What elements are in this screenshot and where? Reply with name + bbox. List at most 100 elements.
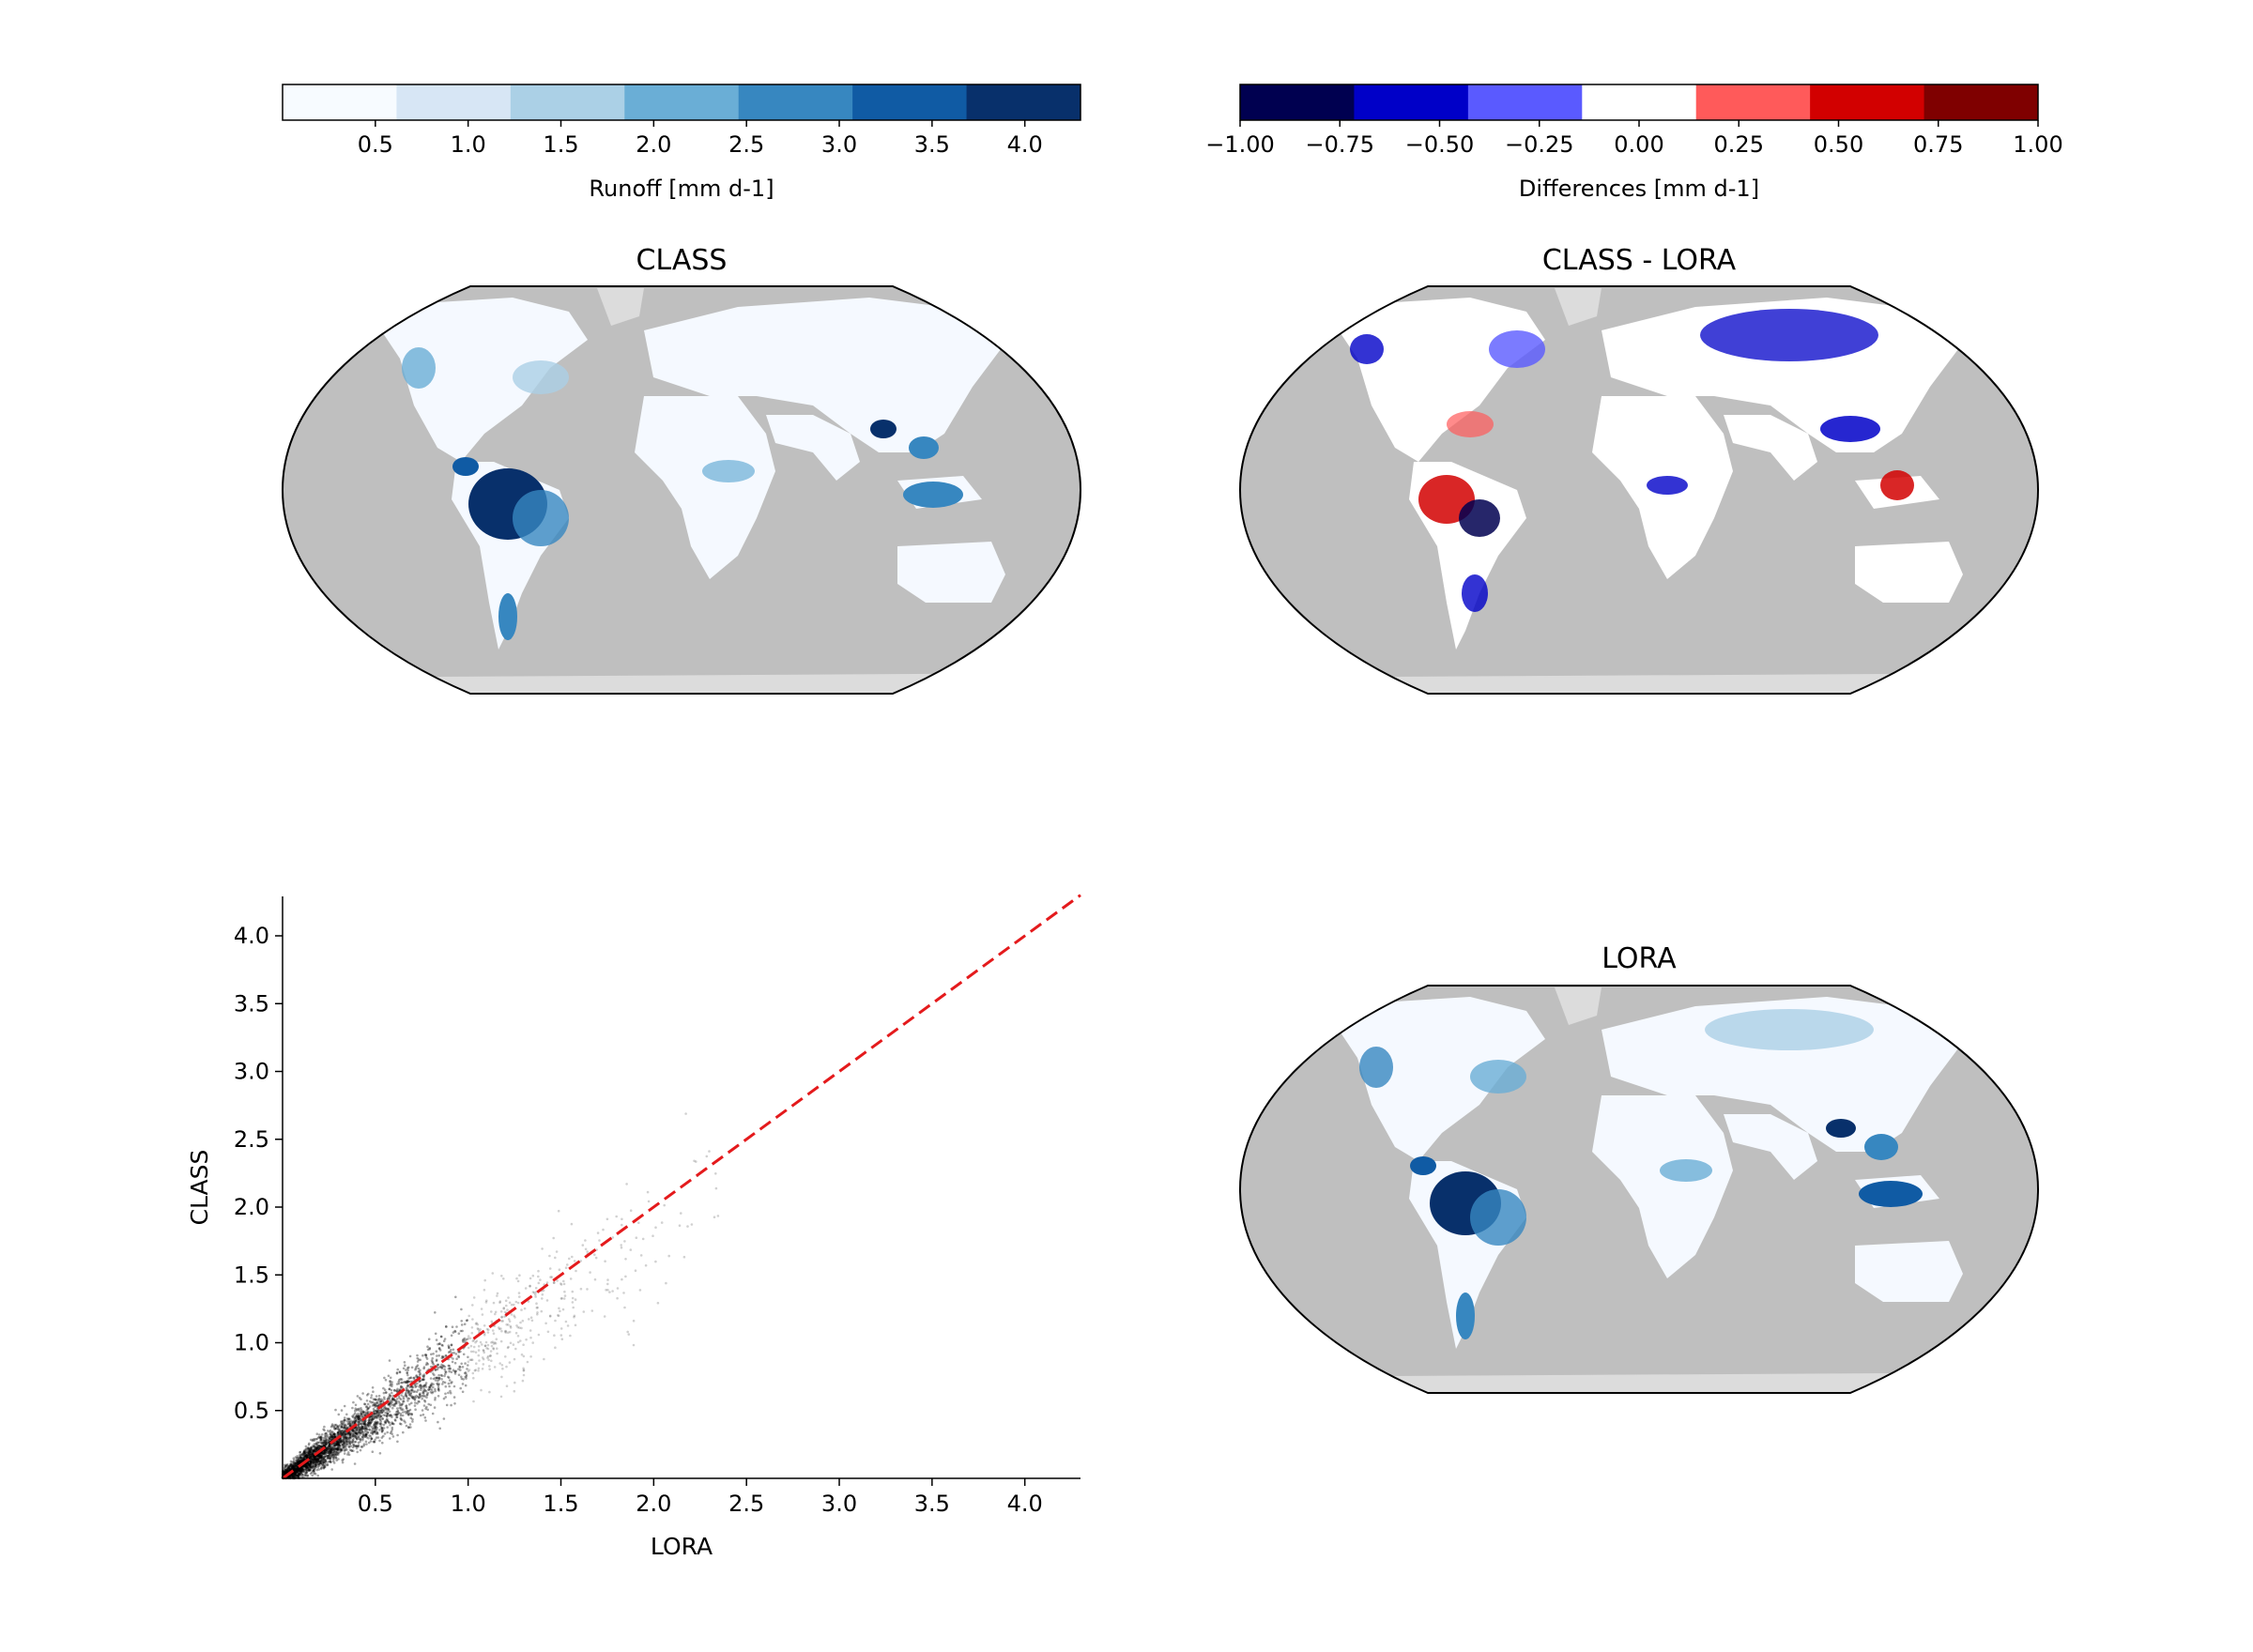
scatter-point xyxy=(311,1458,314,1461)
scatter-point xyxy=(443,1368,447,1371)
scatter-point xyxy=(299,1468,302,1472)
scatter-point xyxy=(355,1437,359,1441)
scatter-point xyxy=(303,1449,306,1452)
scatter-point xyxy=(365,1433,368,1436)
scatter-point xyxy=(307,1456,310,1459)
scatter-point xyxy=(425,1394,429,1397)
scatter-point xyxy=(306,1461,310,1465)
scatter-point xyxy=(355,1436,359,1439)
scatter-point xyxy=(337,1426,340,1429)
scatter-point xyxy=(343,1426,346,1430)
scatter-point xyxy=(346,1434,349,1437)
scatter-point xyxy=(506,1308,509,1311)
scatter-point xyxy=(375,1401,377,1405)
scatter-point xyxy=(529,1285,531,1288)
scatter-point xyxy=(472,1400,475,1403)
scatter-point xyxy=(326,1463,330,1467)
scatter-point xyxy=(647,1200,651,1203)
scatter-point xyxy=(359,1438,362,1441)
scatter-point xyxy=(344,1433,347,1436)
scatter-point xyxy=(422,1375,425,1378)
scatter-point xyxy=(373,1440,376,1444)
x-tick-label: 0.5 xyxy=(358,1491,393,1517)
scatter-point xyxy=(378,1415,381,1417)
arabia-india xyxy=(1724,415,1817,481)
scatter-point xyxy=(327,1455,330,1458)
scatter-point xyxy=(325,1448,329,1452)
scatter-point xyxy=(490,1359,493,1363)
scatter-point xyxy=(315,1459,318,1461)
scatter-point xyxy=(402,1367,406,1370)
scatter-point xyxy=(387,1396,391,1399)
scatter-point xyxy=(284,1470,288,1473)
scatter-point xyxy=(339,1431,343,1435)
scatter-point xyxy=(314,1460,316,1462)
scatter-point xyxy=(326,1451,330,1454)
scatter-point xyxy=(465,1373,468,1376)
scatter-point xyxy=(355,1418,359,1421)
scatter-point xyxy=(387,1420,391,1424)
scatter-point xyxy=(437,1347,441,1351)
scatter-point xyxy=(333,1444,337,1447)
scatter-point xyxy=(348,1423,352,1426)
scatter-point xyxy=(423,1395,426,1398)
scatter-point xyxy=(378,1422,382,1426)
scatter-point xyxy=(359,1422,362,1425)
scatter-point xyxy=(593,1253,596,1256)
scatter-point xyxy=(298,1473,301,1476)
scatter-point xyxy=(299,1469,302,1473)
scatter-point xyxy=(343,1452,346,1455)
scatter-point xyxy=(335,1447,339,1451)
scatter-point xyxy=(305,1447,308,1450)
scatter-point xyxy=(360,1413,363,1416)
scatter-point xyxy=(313,1450,315,1453)
scatter-point xyxy=(314,1457,317,1461)
scatter-point xyxy=(353,1441,357,1444)
north-america xyxy=(1329,298,1545,462)
scatter-point xyxy=(391,1381,393,1384)
scatter-point xyxy=(429,1377,433,1380)
scatter-point xyxy=(304,1464,308,1467)
scatter-point xyxy=(301,1459,305,1461)
scatter-point xyxy=(350,1421,354,1425)
scatter-point xyxy=(358,1409,360,1412)
scatter-point xyxy=(390,1430,393,1433)
scatter-point xyxy=(416,1354,419,1357)
scatter-point xyxy=(437,1363,439,1367)
scatter-point xyxy=(374,1405,376,1408)
scatter-point xyxy=(321,1462,325,1465)
scatter-point xyxy=(299,1467,302,1470)
scatter-point xyxy=(291,1465,295,1469)
scatter-point xyxy=(303,1454,307,1458)
scatter-point xyxy=(498,1300,502,1303)
scatter-point xyxy=(372,1403,376,1406)
scatter-point xyxy=(369,1418,373,1422)
scatter-point xyxy=(339,1437,343,1440)
scatter-point xyxy=(321,1459,324,1461)
scatter-point xyxy=(684,1112,687,1115)
scatter-point xyxy=(292,1457,296,1460)
amazon-edge xyxy=(1470,1189,1526,1246)
scatter-point xyxy=(579,1287,583,1291)
scatter-point xyxy=(312,1457,314,1461)
scatter-point xyxy=(299,1459,303,1461)
scatter-point xyxy=(367,1410,370,1414)
scatter-point xyxy=(333,1435,336,1438)
scatter-point xyxy=(543,1357,545,1361)
scatter-point xyxy=(354,1431,358,1435)
scatter-point xyxy=(320,1453,324,1456)
pacific-northwest xyxy=(402,347,436,389)
scatter-point xyxy=(411,1386,414,1389)
scatter-point xyxy=(308,1462,312,1465)
scatter-point xyxy=(461,1366,465,1369)
diff-colorbar-swatch xyxy=(1240,84,1355,120)
scatter-point xyxy=(415,1390,419,1394)
scatter-point xyxy=(307,1452,311,1456)
scatter-point xyxy=(387,1402,391,1405)
scatter-point xyxy=(521,1379,525,1383)
scatter-point xyxy=(337,1444,341,1447)
scatter-point xyxy=(363,1402,367,1406)
scatter-point xyxy=(336,1447,340,1451)
scatter-point xyxy=(363,1419,366,1423)
scatter-point xyxy=(305,1455,309,1459)
